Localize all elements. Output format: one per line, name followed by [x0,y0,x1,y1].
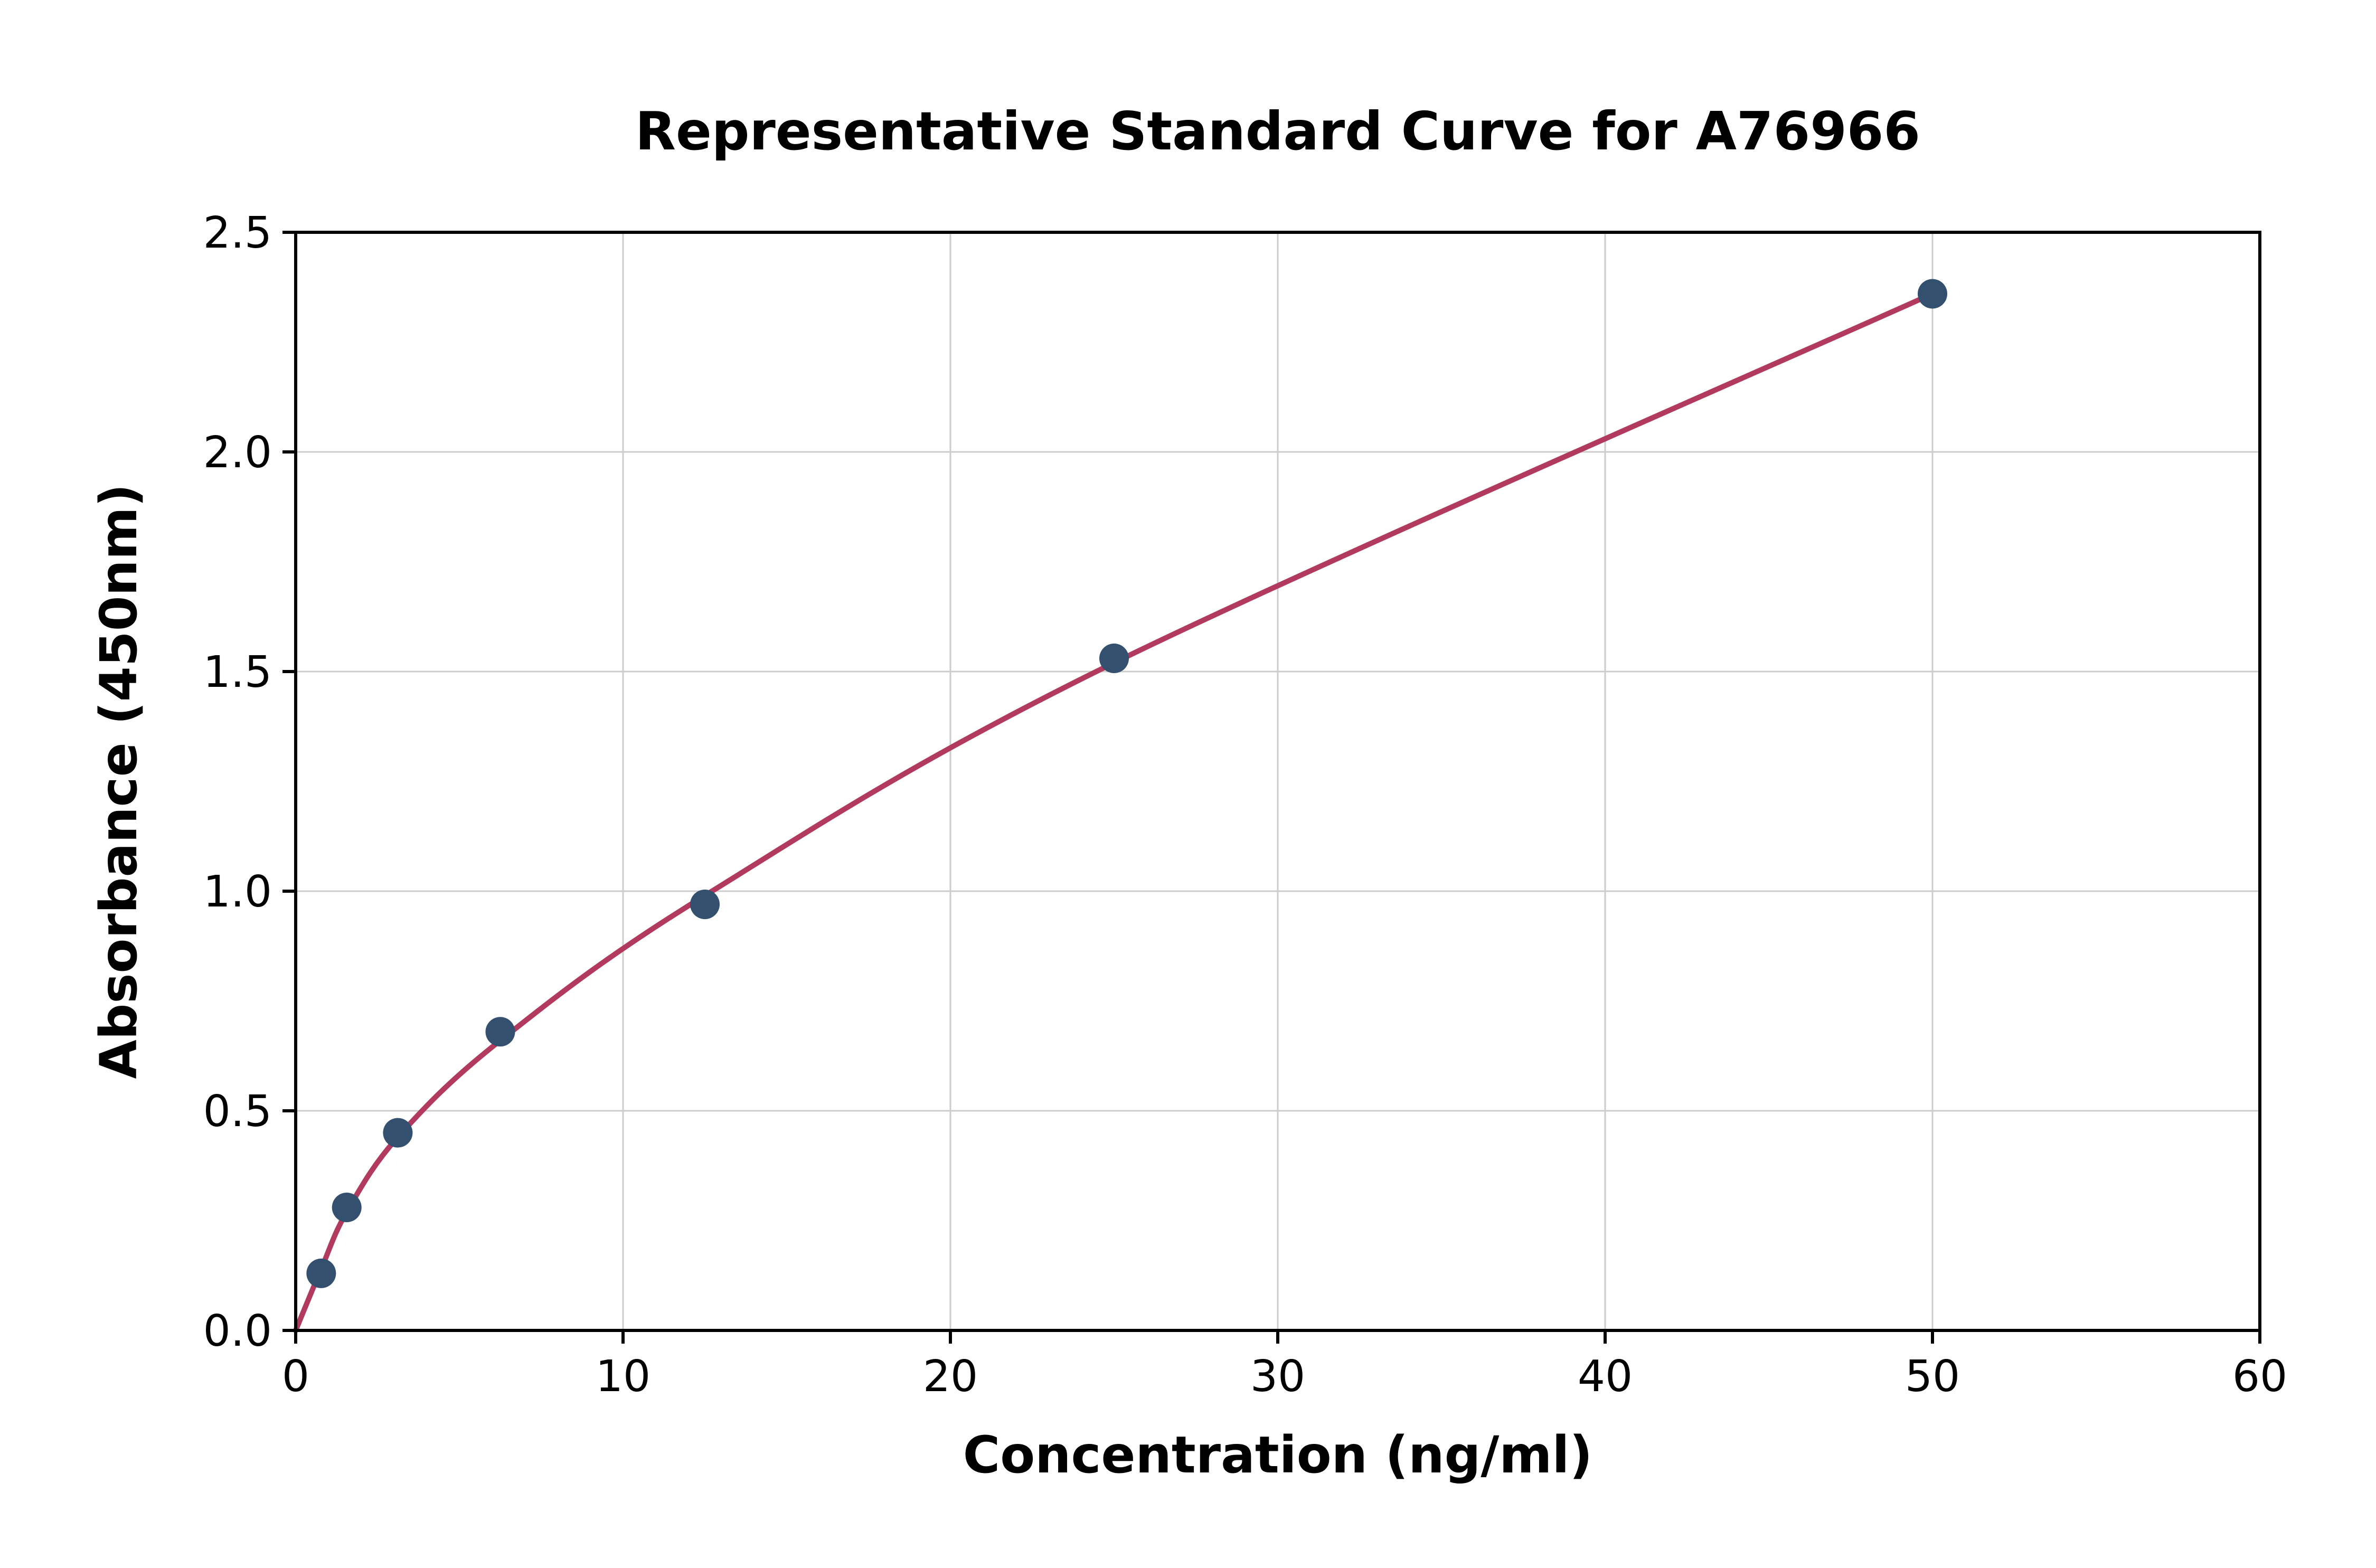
data-point [485,1017,515,1047]
data-point [1918,279,1947,309]
y-tick-label: 1.5 [203,647,272,697]
data-point [1099,644,1129,674]
data-point [332,1193,362,1223]
fitted-curve [293,291,1935,1333]
x-tick-label: 50 [1905,1352,1960,1402]
y-tick-label: 0.0 [203,1306,272,1356]
x-tick-label: 10 [596,1352,650,1402]
x-tick-label: 30 [1250,1352,1305,1402]
x-tick-label: 0 [282,1352,309,1402]
y-tick-label: 2.0 [203,428,272,478]
chart-title: Representative Standard Curve for A76966 [635,100,1920,162]
y-tick-label: 0.5 [203,1087,272,1137]
x-tick-label: 40 [1578,1352,1633,1402]
x-axis-label: Concentration (ng/ml) [963,1425,1593,1485]
y-tick-label: 2.5 [203,208,272,258]
x-tick-label: 60 [2232,1352,2287,1402]
y-tick-label: 1.0 [203,867,272,917]
x-tick-label: 20 [923,1352,978,1402]
data-point [383,1118,413,1148]
data-point [690,889,720,919]
data-point [306,1258,336,1288]
